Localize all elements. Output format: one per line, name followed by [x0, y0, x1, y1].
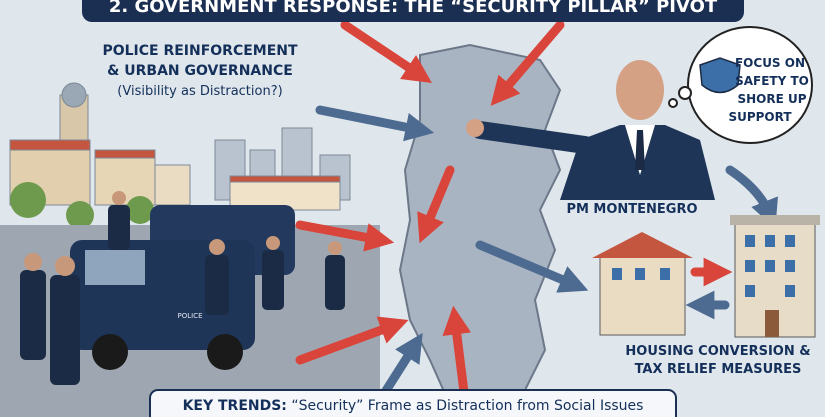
- housing-label: HOUSING CONVERSION &: [625, 344, 810, 359]
- bubble-line: SAFETY TO: [735, 74, 809, 88]
- footer-label: KEY TRENDS:: [183, 398, 287, 414]
- bubble-line: SUPPORT: [728, 110, 792, 124]
- page: Security Pillar Pivot html, body { margi…: [0, 0, 825, 417]
- footer-text: “Security” Frame as Distraction from Soc…: [291, 398, 643, 414]
- bubble-line: SHORE UP: [737, 92, 806, 106]
- left-heading: POLICE REINFORCEMENT: [102, 43, 298, 59]
- title: 2. GOVERNMENT RESPONSE: THE “SECURITY PI…: [109, 0, 718, 17]
- figure-label: PM MONTENEGRO: [566, 202, 697, 217]
- vehicle-label: POLICE: [177, 312, 202, 320]
- left-heading: & URBAN GOVERNANCE: [107, 63, 293, 79]
- footer: KEY TRENDS: “Security” Frame as Distract…: [183, 398, 644, 414]
- page-body: {"header": {"title": "2. GOVERNMENT RESP…: [0, 0, 825, 417]
- illustration: POLICE FOCUS ON: [0, 0, 825, 417]
- left-subtitle: (Visibility as Distraction?): [117, 84, 282, 99]
- housing-label: TAX RELIEF MEASURES: [635, 362, 802, 377]
- bubble-line: FOCUS ON: [735, 56, 805, 70]
